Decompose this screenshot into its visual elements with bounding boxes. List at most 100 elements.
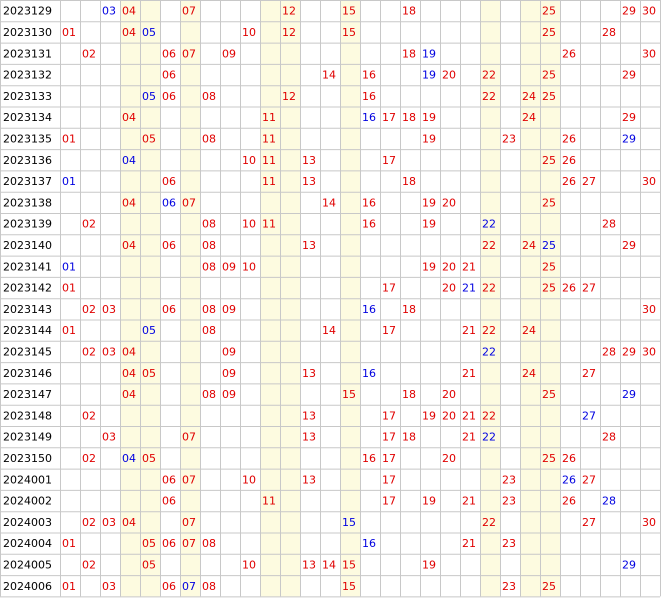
number: 28 — [602, 218, 616, 231]
number: 29 — [622, 69, 636, 82]
number: 01 — [62, 26, 76, 39]
number: 05 — [142, 558, 156, 571]
number: 08 — [202, 239, 216, 252]
number: 29 — [622, 558, 636, 571]
number: 07 — [182, 516, 196, 529]
number: 03 — [102, 303, 116, 316]
number: 20 — [442, 388, 456, 401]
number: 07 — [182, 431, 196, 444]
number: 04 — [122, 154, 136, 167]
number: 22 — [482, 90, 496, 103]
number: 16 — [362, 218, 376, 231]
number: 07 — [182, 196, 196, 209]
number: 06 — [162, 196, 176, 209]
number: 13 — [302, 154, 316, 167]
number: 16 — [362, 69, 376, 82]
number: 03 — [102, 345, 116, 358]
period: 2023141 — [3, 260, 52, 273]
period: 2023149 — [3, 431, 52, 444]
number: 30 — [642, 47, 656, 60]
number: 27 — [582, 409, 596, 422]
period: 2023137 — [3, 175, 52, 188]
number: 07 — [182, 473, 196, 486]
period: 2023134 — [3, 111, 52, 124]
number: 19 — [422, 47, 436, 60]
number: 14 — [322, 69, 336, 82]
number: 13 — [302, 473, 316, 486]
number: 29 — [622, 388, 636, 401]
number: 17 — [382, 452, 396, 465]
period: 2023131 — [3, 47, 52, 60]
number: 04 — [122, 196, 136, 209]
number: 10 — [242, 154, 256, 167]
period: 2023130 — [3, 26, 52, 39]
number: 25 — [542, 452, 556, 465]
number: 29 — [622, 345, 636, 358]
number: 30 — [642, 175, 656, 188]
number: 04 — [122, 111, 136, 124]
period: 2023129 — [3, 5, 52, 18]
period: 2024002 — [3, 495, 52, 508]
number: 21 — [462, 495, 476, 508]
number: 15 — [342, 580, 356, 593]
number: 09 — [222, 388, 236, 401]
number: 14 — [322, 324, 336, 337]
period: 2023146 — [3, 367, 52, 380]
number: 19 — [422, 558, 436, 571]
period: 2023147 — [3, 388, 52, 401]
number: 06 — [162, 473, 176, 486]
number: 11 — [262, 218, 276, 231]
number: 17 — [382, 409, 396, 422]
number: 01 — [62, 132, 76, 145]
number: 10 — [242, 218, 256, 231]
number: 05 — [142, 26, 156, 39]
period: 2024005 — [3, 558, 52, 571]
number: 08 — [202, 218, 216, 231]
number: 08 — [202, 90, 216, 103]
number: 16 — [362, 196, 376, 209]
number: 10 — [242, 260, 256, 273]
number: 25 — [542, 580, 556, 593]
number: 05 — [142, 132, 156, 145]
number: 28 — [602, 345, 616, 358]
number: 25 — [542, 239, 556, 252]
number: 22 — [482, 282, 496, 295]
number: 25 — [542, 154, 556, 167]
number: 17 — [382, 111, 396, 124]
number: 17 — [382, 473, 396, 486]
number: 02 — [82, 452, 96, 465]
number: 25 — [542, 282, 556, 295]
number: 21 — [462, 431, 476, 444]
number: 13 — [302, 558, 316, 571]
number: 03 — [102, 580, 116, 593]
number: 09 — [222, 345, 236, 358]
number: 05 — [142, 324, 156, 337]
period: 2023148 — [3, 409, 52, 422]
number: 20 — [442, 260, 456, 273]
number: 28 — [602, 495, 616, 508]
number: 23 — [502, 473, 516, 486]
number: 22 — [482, 431, 496, 444]
number: 03 — [102, 431, 116, 444]
number: 06 — [162, 47, 176, 60]
number: 17 — [382, 495, 396, 508]
number: 24 — [522, 111, 536, 124]
period: 2023139 — [3, 218, 52, 231]
number: 13 — [302, 175, 316, 188]
number: 29 — [622, 239, 636, 252]
number: 06 — [162, 239, 176, 252]
number: 21 — [462, 282, 476, 295]
number: 11 — [262, 154, 276, 167]
number: 04 — [122, 388, 136, 401]
number: 04 — [122, 26, 136, 39]
number: 24 — [522, 239, 536, 252]
number: 16 — [362, 367, 376, 380]
number: 06 — [162, 303, 176, 316]
number: 08 — [202, 537, 216, 550]
number: 19 — [422, 409, 436, 422]
number: 03 — [102, 516, 116, 529]
number: 18 — [402, 388, 416, 401]
number: 21 — [462, 324, 476, 337]
number: 19 — [422, 132, 436, 145]
